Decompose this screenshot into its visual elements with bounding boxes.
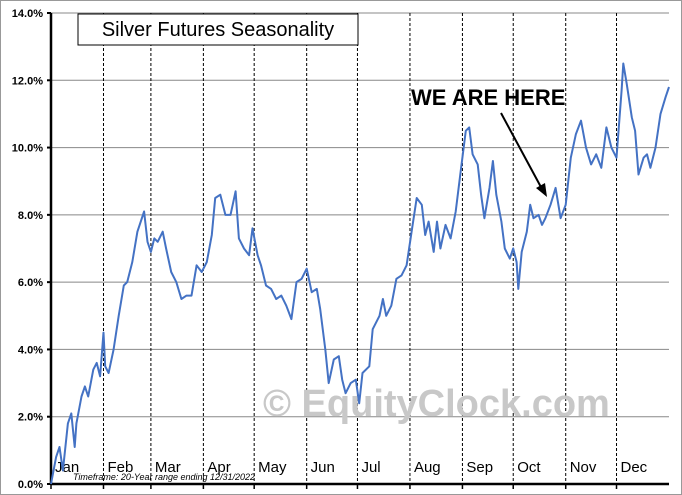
- watermark: © EquityClock.com: [263, 383, 610, 425]
- month-label: Oct: [517, 459, 541, 476]
- annotation-arrowhead: [536, 183, 547, 197]
- y-tick-label: 2.0%: [18, 412, 43, 424]
- month-label: May: [258, 459, 287, 476]
- annotation-text: WE ARE HERE: [411, 85, 565, 110]
- footnote: Timeframe: 20-Year range ending 12/31/20…: [73, 472, 255, 482]
- y-tick-label: 0.0%: [18, 479, 43, 491]
- chart-title: Silver Futures Seasonality: [102, 19, 334, 41]
- month-label: Aug: [414, 459, 441, 476]
- y-tick-label: 8.0%: [18, 210, 43, 222]
- annotation-arrow: [500, 112, 543, 190]
- month-label: Apr: [207, 459, 230, 476]
- y-tick-label: 12.0%: [12, 75, 43, 87]
- title-box: [77, 13, 359, 46]
- seasonal-line: [50, 62, 670, 485]
- month-label: Nov: [570, 459, 597, 476]
- month-label: Jul: [361, 459, 380, 476]
- month-label: Sep: [466, 459, 493, 476]
- month-label: Dec: [621, 459, 648, 476]
- month-label: Feb: [107, 459, 133, 476]
- y-tick-label: 14.0%: [12, 8, 43, 20]
- y-tick-label: 10.0%: [12, 143, 43, 155]
- y-tick-label: 6.0%: [18, 277, 43, 289]
- y-tick-label: 4.0%: [18, 344, 43, 356]
- month-label: Jun: [311, 459, 335, 476]
- month-label: Mar: [155, 459, 181, 476]
